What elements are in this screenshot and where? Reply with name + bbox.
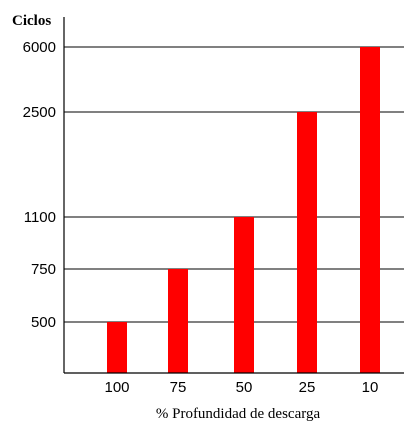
- bar: [234, 217, 254, 373]
- bar: [107, 322, 127, 373]
- bar: [168, 269, 188, 373]
- y-tick-label: 6000: [23, 39, 56, 56]
- x-axis-title: % Profundidad de descarga: [156, 406, 321, 422]
- x-tick-label: 25: [299, 379, 316, 396]
- y-tick-label: 2500: [23, 104, 56, 121]
- y-tick-label: 1100: [24, 209, 56, 226]
- y-tick-label: 750: [31, 261, 56, 278]
- x-tick-label: 10: [362, 379, 379, 396]
- x-tick-labels: 100 75 50 25 10: [104, 379, 378, 396]
- y-axis-title: Ciclos: [12, 13, 51, 29]
- bars: [107, 47, 380, 373]
- bar: [360, 47, 380, 373]
- x-tick-label: 75: [170, 379, 187, 396]
- y-tick-labels: 500 750 1100 2500 6000: [23, 39, 56, 331]
- axes: [63, 17, 404, 374]
- bar: [297, 112, 317, 373]
- y-tick-label: 500: [31, 314, 56, 331]
- x-tick-label: 100: [104, 379, 129, 396]
- x-tick-label: 50: [236, 379, 253, 396]
